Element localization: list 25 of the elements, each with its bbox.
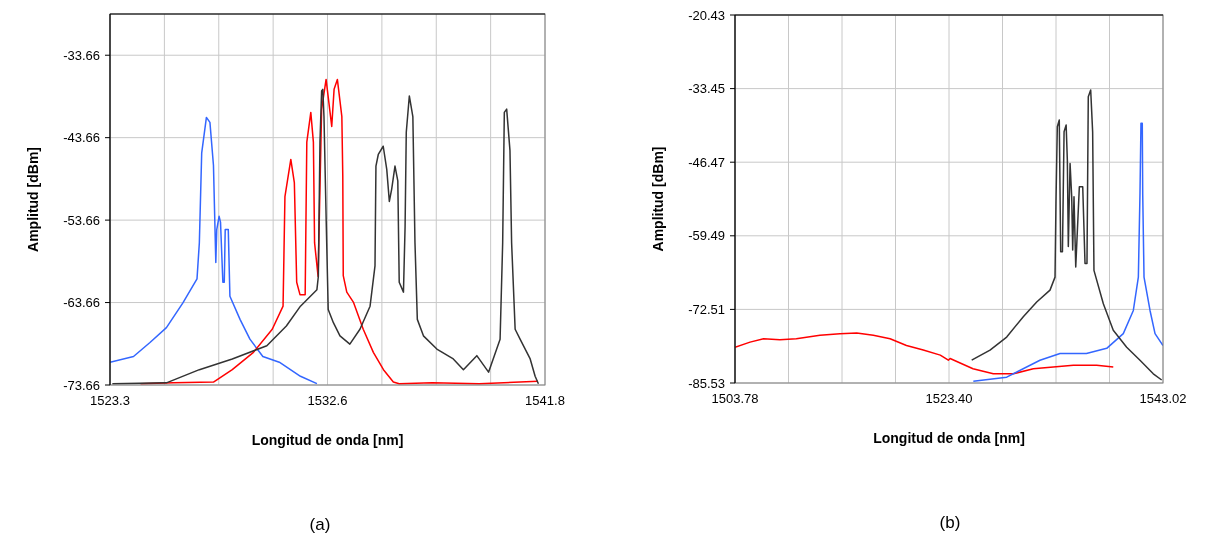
y-tick-label: -72.51 (688, 301, 725, 317)
y-tick-label: -33.66 (63, 47, 100, 63)
x-tick-label: 1532.6 (307, 393, 348, 408)
y-tick-label: -73.66 (63, 377, 100, 393)
text: (b) (939, 513, 961, 532)
x-axis-title: Longitud de onda [nm] (873, 430, 1025, 446)
y-axis-title: Amplitud [dBm] (25, 147, 41, 252)
line-series (735, 332, 1115, 375)
line-series (110, 116, 318, 385)
y-tick-label: -20.43 (688, 7, 725, 23)
y-tick-label: -63.66 (63, 295, 100, 311)
x-tick-label: 1523.40 (925, 391, 973, 406)
y-tick-label: -43.66 (63, 130, 100, 146)
y-tick-label: -33.45 (688, 81, 725, 97)
x-tick-label: 1543.02 (1139, 391, 1187, 406)
y-tick-label: -59.49 (688, 228, 725, 244)
y-tick-label: -46.47 (688, 154, 725, 170)
x-tick-label: 1523.3 (90, 393, 130, 408)
x-axis-title: Longitud de onda [nm] (251, 432, 404, 448)
y-axis-title: Amplitud [dBm] (650, 146, 666, 252)
x-tick-label: 1503.78 (711, 391, 759, 406)
x-tick-label: 1541.8 (525, 393, 565, 408)
text: (a) (309, 515, 331, 534)
y-tick-label: -85.53 (688, 375, 725, 391)
y-tick-label: -53.66 (63, 212, 100, 228)
